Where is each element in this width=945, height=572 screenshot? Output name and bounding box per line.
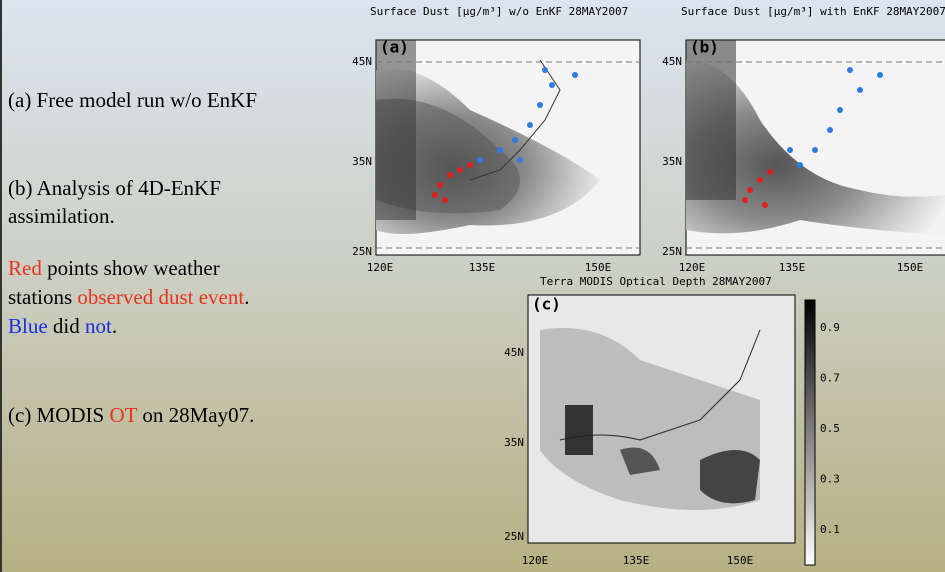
lat-label: 45N <box>352 55 372 68</box>
lat-label: 35N <box>352 155 372 168</box>
lat-label: 45N <box>662 55 682 68</box>
lon-label: 135E <box>623 554 650 567</box>
colorbar-label: 0.9 <box>820 321 840 334</box>
lon-label: 150E <box>727 554 754 567</box>
lon-label: 135E <box>469 261 496 274</box>
panel-title: Terra MODIS Optical Depth 28MAY2007 <box>540 275 772 288</box>
lat-label: 35N <box>662 155 682 168</box>
lat-label: 25N <box>662 245 682 258</box>
lon-label: 120E <box>367 261 394 274</box>
figure: Surface Dust [μg/m³] w/o EnKF 28MAY2007(… <box>0 0 945 572</box>
lon-label: 120E <box>679 261 706 274</box>
colorbar-label: 0.1 <box>820 523 840 536</box>
panel-tag: (b) <box>690 38 719 57</box>
map-b <box>686 40 945 255</box>
lon-label: 135E <box>779 261 806 274</box>
panel-title: Surface Dust [μg/m³] with EnKF 28MAY2007 <box>681 5 945 18</box>
lat-label: 45N <box>504 346 524 359</box>
panel-title: Surface Dust [μg/m³] w/o EnKF 28MAY2007 <box>370 5 628 18</box>
colorbar-label: 0.3 <box>820 473 840 486</box>
lat-label: 25N <box>504 530 524 543</box>
panel-tag: (c) <box>532 295 561 314</box>
panel-tag: (a) <box>380 38 409 57</box>
lon-label: 120E <box>522 554 549 567</box>
colorbar-label: 0.7 <box>820 372 840 385</box>
colorbar-label: 0.5 <box>820 422 840 435</box>
map-a <box>376 40 640 255</box>
lat-label: 25N <box>352 245 372 258</box>
slide: (a) Free model run w/o EnKF(b) Analysis … <box>0 0 945 572</box>
lon-label: 150E <box>897 261 924 274</box>
lat-label: 35N <box>504 436 524 449</box>
lon-label: 150E <box>585 261 612 274</box>
map-c <box>528 295 815 565</box>
